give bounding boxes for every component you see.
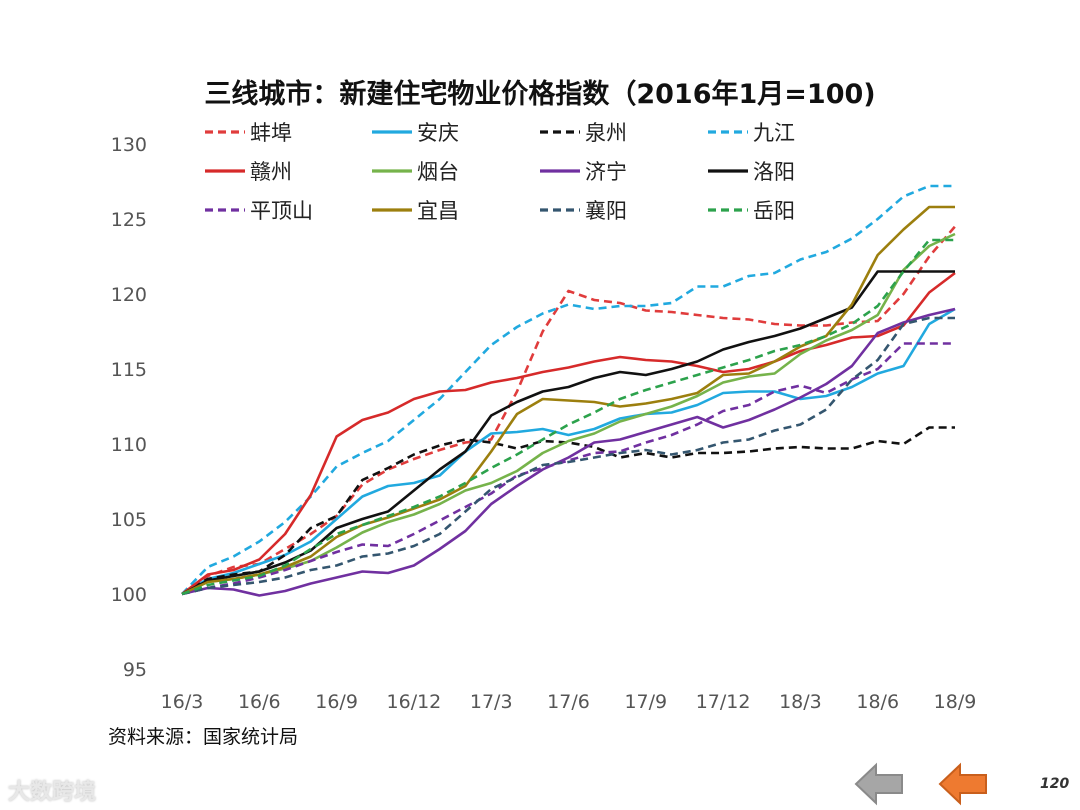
x-tick-label: 17/6 [547, 691, 590, 713]
legend-label: 赣州 [250, 160, 292, 184]
y-tick-label: 100 [111, 584, 147, 606]
series-line [181, 205, 955, 596]
legend-label: 宜昌 [417, 199, 459, 223]
legend-label: 安庆 [417, 121, 459, 145]
legend-label: 泉州 [585, 121, 627, 145]
x-tick-label: 16/12 [387, 691, 442, 713]
x-tick-label: 18/9 [934, 691, 977, 713]
y-tick-label: 125 [111, 209, 147, 231]
source-note: 资料来源：国家统计局 [108, 726, 299, 748]
legend-label: 烟台 [417, 160, 459, 184]
chart-title: 三线城市：新建住宅物业价格指数（2016年1月=100) [204, 79, 876, 110]
y-tick-label: 95 [123, 659, 147, 681]
series-line [181, 184, 955, 595]
watermark: 大数跨境 [8, 780, 97, 805]
series-line [181, 271, 956, 596]
y-tick-label: 115 [111, 359, 147, 381]
previous-slide-button[interactable] [854, 762, 904, 806]
page-number: 120 [1040, 776, 1070, 792]
legend-label: 济宁 [585, 160, 627, 184]
y-tick-label: 110 [111, 434, 147, 456]
legend-label: 平顶山 [250, 199, 313, 223]
series-line [181, 225, 956, 596]
y-tick-label: 130 [111, 134, 147, 156]
x-tick-label: 18/6 [856, 691, 899, 713]
x-tick-label: 17/12 [696, 691, 751, 713]
series-line [181, 307, 956, 596]
series-line [181, 316, 955, 596]
arrow-left-icon [854, 762, 903, 806]
next-slide-button[interactable] [938, 762, 988, 806]
x-tick-label: 16/9 [315, 691, 358, 713]
legend-label: 蚌埠 [250, 121, 292, 145]
x-tick-label: 16/6 [238, 691, 281, 713]
series-line [181, 426, 955, 596]
x-tick-label: 18/3 [779, 691, 822, 713]
x-tick-label: 16/3 [161, 691, 204, 713]
legend-label: 九江 [753, 121, 795, 145]
series-line [181, 342, 955, 596]
legend-label: 岳阳 [753, 199, 795, 223]
x-tick-label: 17/3 [470, 691, 513, 713]
x-tick-label: 17/9 [624, 691, 667, 713]
legend-label: 襄阳 [585, 199, 627, 223]
arrow-left-icon [938, 762, 987, 806]
y-tick-label: 120 [111, 284, 147, 306]
legend-label: 洛阳 [753, 160, 795, 184]
series-line [181, 307, 956, 597]
y-tick-label: 105 [111, 509, 147, 531]
